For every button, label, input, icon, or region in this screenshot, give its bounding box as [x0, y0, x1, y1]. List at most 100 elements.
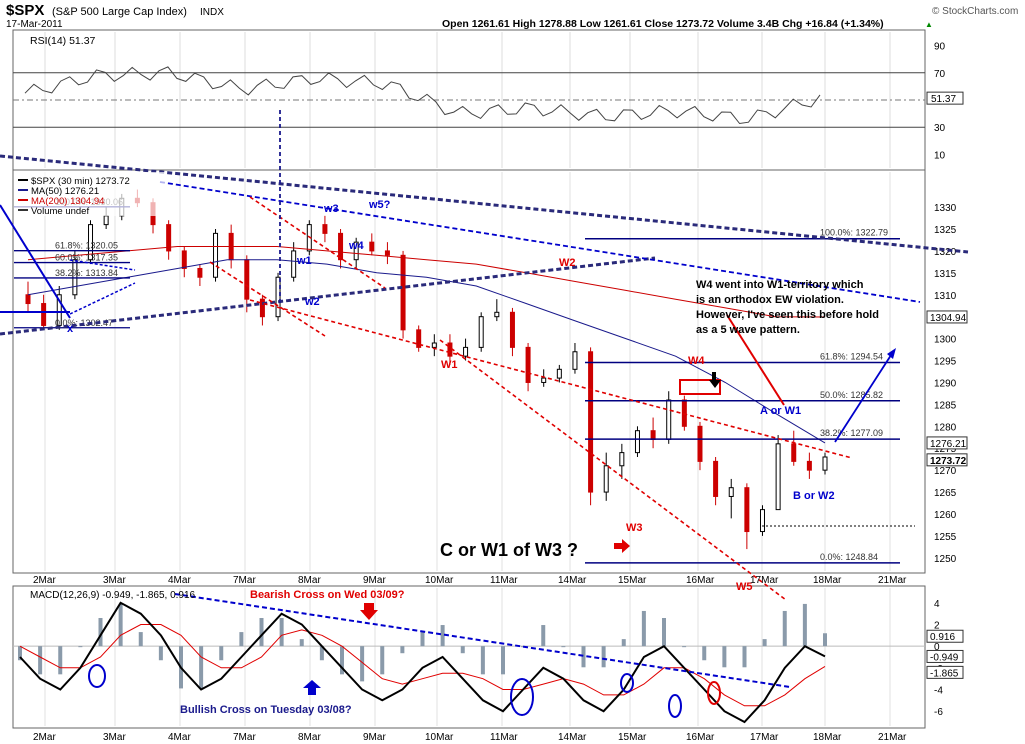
macd-x-tick-label: 21Mar [878, 732, 907, 743]
candle-body [759, 509, 765, 533]
macd-histogram-bar [823, 633, 827, 647]
price-x-tick-label: 16Mar [686, 575, 715, 586]
wave-label: w1 [296, 255, 312, 267]
macd-tick-label: 2 [934, 621, 940, 632]
macd-x-tick-label: 11Mar [490, 732, 518, 743]
candle-body [666, 399, 672, 440]
price-x-tick-label: 7Mar [233, 575, 256, 586]
stockcharts-watermark: © StockCharts.com [932, 6, 1018, 17]
bullish-up-arrow-icon [303, 680, 321, 695]
ma200-line [27, 246, 826, 318]
macd-x-tick-label: 9Mar [363, 732, 386, 743]
red-lower-channel [439, 339, 787, 601]
macd-histogram-bar [158, 646, 163, 661]
candle-body [291, 250, 297, 278]
w4-note-line: W4 went into W1-territory which [696, 279, 864, 291]
macd-histogram-bar [561, 646, 566, 648]
price-tick-label: 1275 [934, 444, 957, 455]
left-fib-label: 61.8%: 1320.05 [55, 241, 118, 251]
fib-level-label: 0.0%: 1248.84 [820, 552, 878, 562]
candle-body [400, 254, 406, 331]
candle-body [603, 465, 609, 493]
macd-histogram-bar [742, 646, 747, 668]
macd-histogram-bar [601, 646, 606, 668]
candle-body [744, 487, 750, 533]
rsi-tick-label: 30 [934, 123, 946, 134]
candle-body [525, 346, 531, 383]
macd-layer: -6-4-2024MACD(12,26,9) -0.949, -1.865, 0… [13, 589, 964, 724]
macd-histogram-bar [199, 646, 204, 689]
macd-histogram-bar [682, 646, 687, 648]
macd-x-tick-label: 15Mar [618, 732, 647, 743]
blue-channel-line [159, 181, 921, 303]
macd-line [19, 601, 826, 724]
x-leg-line [0, 204, 71, 319]
price-x-tick-label: 9Mar [363, 575, 386, 586]
macd-histogram-bar [400, 646, 405, 654]
wave-label: A or W1 [760, 405, 801, 417]
macd-histogram-bar [380, 646, 385, 675]
legend-entry: MA(200) 1304.94 [31, 196, 104, 207]
macd-histogram-bar [782, 610, 787, 647]
bearish-cross-annotation: Bearish Cross on Wed 03/09? [250, 589, 405, 601]
macd-tick-label: -4 [934, 686, 943, 697]
macd-last-value-label: -0.949 [930, 652, 959, 663]
fib-level-label: 50.0%: 1285.82 [820, 390, 883, 400]
cross-highlight-ellipse [510, 678, 534, 716]
left-fib-label: 60.0%: 1317.35 [55, 253, 118, 263]
macd-histogram-bar [420, 632, 425, 647]
w4-down-arrow-icon [709, 372, 721, 388]
price-tick-label: 1290 [934, 378, 957, 389]
macd-histogram-bar [541, 625, 546, 647]
macd-x-tick-label: 3Mar [103, 732, 126, 743]
chart-header: $SPX (S&P 500 Large Cap Index) INDX 17-M… [6, 2, 1018, 30]
macd-x-tick-label: 2Mar [33, 732, 56, 743]
macd-panel [12, 585, 926, 729]
candle-body [634, 430, 640, 454]
candle-body [88, 224, 94, 261]
price-panel [12, 169, 926, 574]
macd-tick-label: 4 [934, 599, 940, 610]
price-x-tick-label: 21Mar [878, 575, 907, 586]
price-tick-label: 1330 [934, 203, 957, 214]
candle-body [447, 342, 453, 357]
macd-histogram-bar [299, 639, 304, 647]
price-layer: 1250 1255 1260 1265 1270 1275 1280 1285 1290 1295… [0, 110, 969, 601]
macd-histogram-bar [460, 646, 465, 654]
price-x-tick-label: 11Mar [490, 575, 518, 586]
price-x-tick-label: 15Mar [618, 575, 647, 586]
macd-histogram-bar [259, 618, 264, 647]
fib-level-label: 38.2%: 1277.09 [820, 428, 883, 438]
wave-label: W3 [626, 522, 643, 534]
candle-body [494, 311, 500, 318]
legend-bg [14, 172, 166, 216]
price-tick-label: 1250 [934, 554, 957, 565]
price-x-tick-label: 8Mar [298, 575, 321, 586]
candle-body [541, 377, 547, 383]
symbol-name: (S&P 500 Large Cap Index) [52, 6, 187, 18]
price-x-tick-label: 4Mar [168, 575, 191, 586]
price-tick-label: 1260 [934, 510, 957, 521]
rsi-tick-label: 90 [934, 42, 946, 53]
triangle-top [69, 259, 136, 271]
candle-body [431, 342, 437, 348]
price-tick-label: 1265 [934, 488, 957, 499]
macd-x-tick-label: 14Mar [558, 732, 587, 743]
macd-x-tick-label: 16Mar [686, 732, 715, 743]
red-small-channel [249, 196, 386, 289]
macd-histogram-bar [118, 603, 123, 647]
symbol: $SPX [6, 2, 44, 19]
left-fib-label: 38.2%: 1313.84 [55, 268, 118, 278]
price-last-value-label: 1276.21 [930, 439, 967, 450]
candle-body [697, 425, 703, 462]
wave-label: w2 [304, 296, 320, 308]
macd-histogram-bar [662, 618, 666, 647]
candle-body [353, 241, 359, 261]
x-axis-layer: 2Mar 2Mar 3Mar 3Mar 4Mar 4Mar 7Mar 7Mar 8Mar 8Mar… [33, 575, 907, 743]
wave-label: W1 [441, 359, 458, 371]
candle-body [244, 259, 250, 300]
fib-level-label: 61.8%: 1294.54 [820, 352, 883, 362]
legend-entry: $SPX (30 min) 1273.72 [31, 176, 130, 187]
price-x-tick-label: 10Mar [425, 575, 454, 586]
